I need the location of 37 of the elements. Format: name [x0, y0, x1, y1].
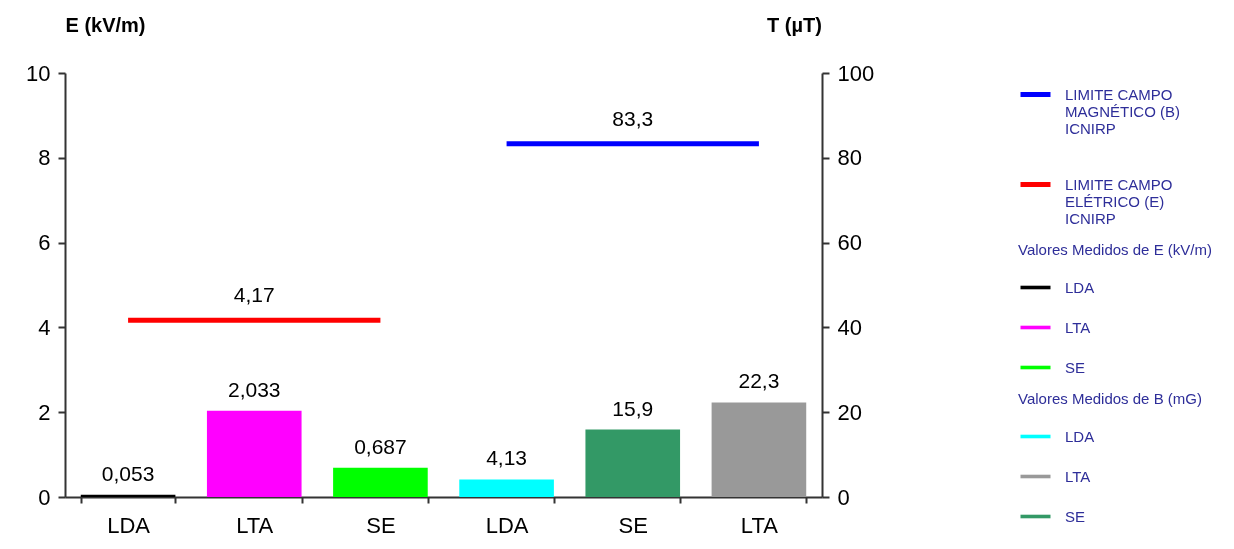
data-label: 83,3 — [612, 106, 654, 130]
y-tick-label: 2 — [38, 399, 51, 425]
y-tick-label: 10 — [26, 60, 51, 86]
x-tick-label: LTA — [236, 512, 274, 538]
legend-label: LIMITE CAMPO ELÉTRICO (E) ICNIRP — [1065, 175, 1173, 227]
data-label: 22,3 — [738, 369, 780, 393]
legend-label: SE — [1065, 358, 1086, 376]
x-tick-label: SE — [366, 512, 396, 538]
data-label: 0,053 — [101, 461, 155, 485]
legend-label: LTA — [1065, 318, 1091, 336]
x-tick-label: LDA — [485, 512, 529, 538]
data-label: 15,9 — [612, 396, 654, 420]
legend-label: LDA — [1065, 278, 1095, 296]
y-tick-label: 6 — [38, 230, 51, 256]
data-label: 0,687 — [354, 434, 407, 458]
y2-tick-label: 40 — [837, 314, 862, 340]
text: Valores Medidos de E (kV/m) — [1018, 241, 1212, 258]
text: Valores Medidos de B (mG) — [1018, 390, 1202, 407]
x-tick-label: LDA — [107, 512, 151, 538]
data-label: 4,13 — [486, 446, 528, 470]
data-label: 4,17 — [233, 283, 275, 307]
y2-axis-title: T (µT) — [767, 13, 822, 36]
legend-label: LDA — [1065, 427, 1095, 445]
y2-tick-label: 80 — [837, 145, 862, 171]
y-axis-title: E (kV/m) — [65, 13, 146, 36]
y-tick-label: 0 — [38, 484, 51, 510]
x-tick-label: SE — [618, 512, 648, 538]
y2-tick-label: 20 — [837, 399, 862, 425]
y2-tick-label: 100 — [837, 60, 875, 86]
x-tick-label: LTA — [740, 512, 779, 538]
legend-label: LIMITE CAMPO MAGNÉTICO (B) ICNIRP — [1065, 85, 1180, 137]
y2-tick-label: 0 — [837, 484, 850, 510]
data-label: 2,033 — [227, 377, 281, 401]
y-tick-label: 4 — [38, 314, 51, 340]
y2-tick-label: 60 — [837, 230, 862, 256]
y-tick-label: 8 — [38, 145, 51, 171]
legend-label: LTA — [1065, 467, 1091, 485]
